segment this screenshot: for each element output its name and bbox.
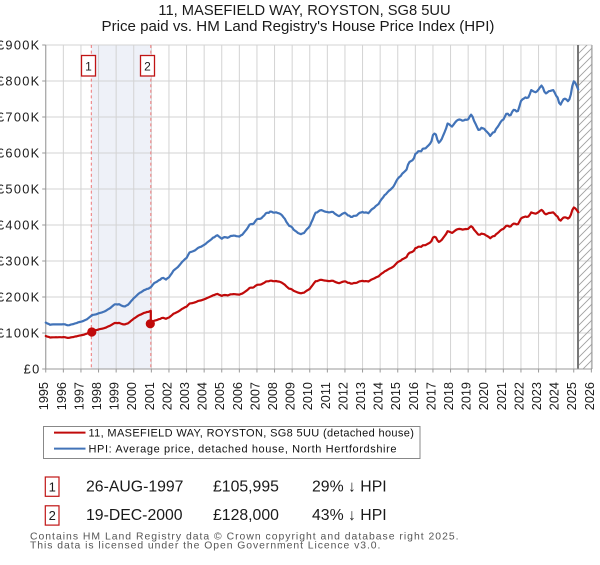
svg-text:2024: 2024 <box>548 382 562 410</box>
svg-text:£800K: £800K <box>0 74 41 89</box>
svg-text:This data is licensed under th: This data is licensed under the Open Gov… <box>30 540 381 551</box>
svg-text:2: 2 <box>144 60 151 74</box>
svg-text:£300K: £300K <box>0 254 41 269</box>
svg-text:£600K: £600K <box>0 146 41 161</box>
svg-text:2019: 2019 <box>460 382 474 410</box>
svg-text:2005: 2005 <box>213 382 227 410</box>
svg-text:£200K: £200K <box>0 290 41 305</box>
svg-text:1: 1 <box>49 479 56 494</box>
svg-text:2017: 2017 <box>424 382 438 410</box>
svg-text:2011: 2011 <box>319 382 333 409</box>
svg-text:2010: 2010 <box>301 382 315 410</box>
svg-text:2025: 2025 <box>565 382 579 410</box>
svg-text:2018: 2018 <box>442 382 456 410</box>
svg-text:2020: 2020 <box>477 382 491 410</box>
svg-text:£700K: £700K <box>0 110 41 125</box>
svg-text:£400K: £400K <box>0 218 41 233</box>
svg-text:£100K: £100K <box>0 326 41 341</box>
svg-text:£500K: £500K <box>0 182 41 197</box>
svg-text:26-AUG-1997: 26-AUG-1997 <box>86 478 183 495</box>
svg-text:£900K: £900K <box>0 38 41 53</box>
svg-text:2: 2 <box>49 508 56 523</box>
svg-text:1999: 1999 <box>108 382 122 410</box>
svg-text:2012: 2012 <box>336 382 350 410</box>
svg-text:1995: 1995 <box>37 382 51 410</box>
svg-text:2004: 2004 <box>196 382 210 410</box>
svg-text:1: 1 <box>85 60 92 74</box>
svg-text:Contains HM Land Registry data: Contains HM Land Registry data © Crown c… <box>30 532 460 543</box>
svg-text:Price paid vs. HM Land Registr: Price paid vs. HM Land Registry's House … <box>102 18 495 35</box>
svg-text:£0: £0 <box>24 362 41 377</box>
svg-text:HPI: Average price, detached h: HPI: Average price, detached house, Nort… <box>89 444 398 456</box>
svg-text:1997: 1997 <box>72 382 86 410</box>
svg-text:19-DEC-2000: 19-DEC-2000 <box>86 507 183 524</box>
svg-text:11, MASEFIELD WAY, ROYSTON, SG: 11, MASEFIELD WAY, ROYSTON, SG8 5UU (det… <box>89 428 415 440</box>
svg-text:2026: 2026 <box>583 382 597 410</box>
svg-text:2014: 2014 <box>372 382 386 410</box>
svg-text:2002: 2002 <box>160 382 174 410</box>
svg-text:29% ↓ HPI: 29% ↓ HPI <box>312 478 387 495</box>
svg-text:2013: 2013 <box>354 382 368 410</box>
svg-text:2007: 2007 <box>248 382 262 410</box>
svg-text:2008: 2008 <box>266 382 280 410</box>
svg-text:2001: 2001 <box>143 382 157 410</box>
svg-text:2021: 2021 <box>495 382 509 410</box>
svg-text:1996: 1996 <box>55 382 69 410</box>
svg-text:2016: 2016 <box>407 382 421 410</box>
svg-text:2015: 2015 <box>389 382 403 410</box>
svg-text:2000: 2000 <box>125 382 139 410</box>
svg-text:£105,995: £105,995 <box>213 478 279 495</box>
svg-text:2009: 2009 <box>284 382 298 410</box>
svg-text:£128,000: £128,000 <box>213 507 279 524</box>
svg-text:11, MASEFIELD WAY, ROYSTON, SG: 11, MASEFIELD WAY, ROYSTON, SG8 5UU <box>158 3 450 19</box>
svg-text:2006: 2006 <box>231 382 245 410</box>
svg-text:1998: 1998 <box>90 382 104 410</box>
svg-text:2003: 2003 <box>178 382 192 410</box>
svg-text:2023: 2023 <box>530 382 544 410</box>
svg-text:43% ↓ HPI: 43% ↓ HPI <box>312 507 387 524</box>
svg-text:2022: 2022 <box>512 382 526 410</box>
